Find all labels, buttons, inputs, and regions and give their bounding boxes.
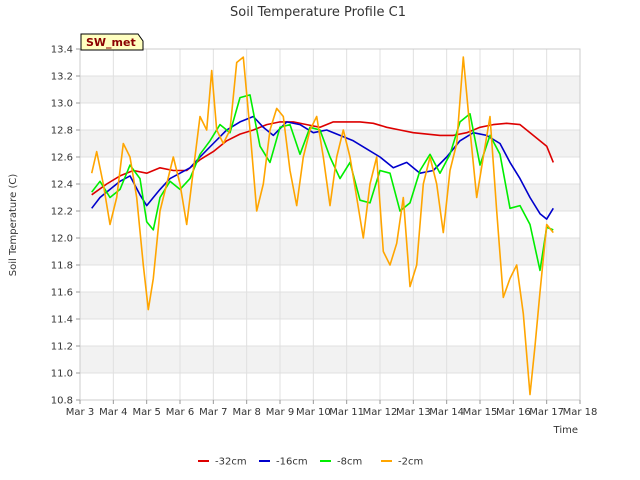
y-tick-label: 13.0 (51, 99, 73, 110)
x-tick-label: Mar 11 (329, 407, 364, 418)
y-tick-label: 11.4 (51, 315, 73, 326)
x-tick-label: Mar 3 (66, 407, 94, 418)
series-line-8cmcm (91, 94, 554, 272)
x-tick-label: Mar 15 (463, 407, 498, 418)
y-tick-label: 11.6 (51, 288, 73, 299)
x-tick-label: Mar 4 (99, 407, 127, 418)
background-band (80, 130, 580, 157)
y-tick-label: 11.8 (51, 261, 73, 272)
y-tick-label: 12.4 (51, 180, 73, 191)
x-tick-label: Mar 6 (166, 407, 194, 418)
x-tick-label: Mar 18 (563, 407, 598, 418)
background-bands (80, 76, 580, 373)
legend-label: -32cm (215, 457, 247, 468)
y-tick-label: 13.4 (51, 45, 73, 56)
series-layer (90, 56, 555, 396)
background-band (80, 292, 580, 319)
plot-border (79, 48, 581, 401)
y-axis-title: Soil Temperature (C) (8, 174, 19, 277)
grid-lines (79, 48, 581, 401)
background-band (80, 76, 580, 103)
legend-label: -2cm (398, 457, 423, 468)
x-tick-label: Mar 5 (132, 407, 160, 418)
chart-title: Soil Temperature Profile C1 (230, 5, 406, 20)
y-tick-label: 13.2 (51, 72, 73, 83)
y-tick-label: 12.0 (51, 234, 73, 245)
x-tick-label: Mar 9 (266, 407, 294, 418)
series-line-2cmcm (90, 56, 554, 396)
x-tick-label: Mar 10 (296, 407, 331, 418)
badge-box (80, 33, 144, 51)
series-line-32cmcm (91, 121, 555, 196)
x-tick-label: Mar 17 (529, 407, 564, 418)
x-tick-label: Mar 7 (199, 407, 227, 418)
x-tick-label: Mar 14 (429, 407, 464, 418)
x-tick-label: Mar 8 (232, 407, 260, 418)
y-tick-label: 10.8 (51, 396, 73, 407)
legend-label: -8cm (337, 457, 362, 468)
y-tick-label: 12.6 (51, 153, 73, 164)
x-axis-title: Time (553, 425, 578, 436)
x-axis-ticks: Mar 3 Mar 4 Mar 5 Mar 6 Mar 7 Mar 8 Mar 9 Mar 1… (66, 400, 598, 418)
y-tick-label: 12.2 (51, 207, 73, 218)
y-axis-ticks: 10.8 11.0 11.2 11.4 11.6 11.8 12.0 12.2 12.4 12.6… (51, 45, 80, 407)
x-tick-label: Mar 13 (396, 407, 431, 418)
y-tick-label: 11.2 (51, 342, 73, 353)
x-tick-label: Mar 12 (363, 407, 398, 418)
y-tick-label: 11.0 (51, 369, 73, 380)
badge-label: SW_met (86, 36, 136, 49)
y-tick-label: 12.8 (51, 126, 73, 137)
legend-label: -16cm (276, 457, 308, 468)
background-band (80, 184, 580, 211)
legend: -32cm -16cm -8cm -2cm (198, 457, 423, 468)
station-badge: SW_met (80, 33, 144, 51)
x-tick-label: Mar 16 (496, 407, 531, 418)
background-band (80, 346, 580, 373)
background-band (80, 238, 580, 265)
